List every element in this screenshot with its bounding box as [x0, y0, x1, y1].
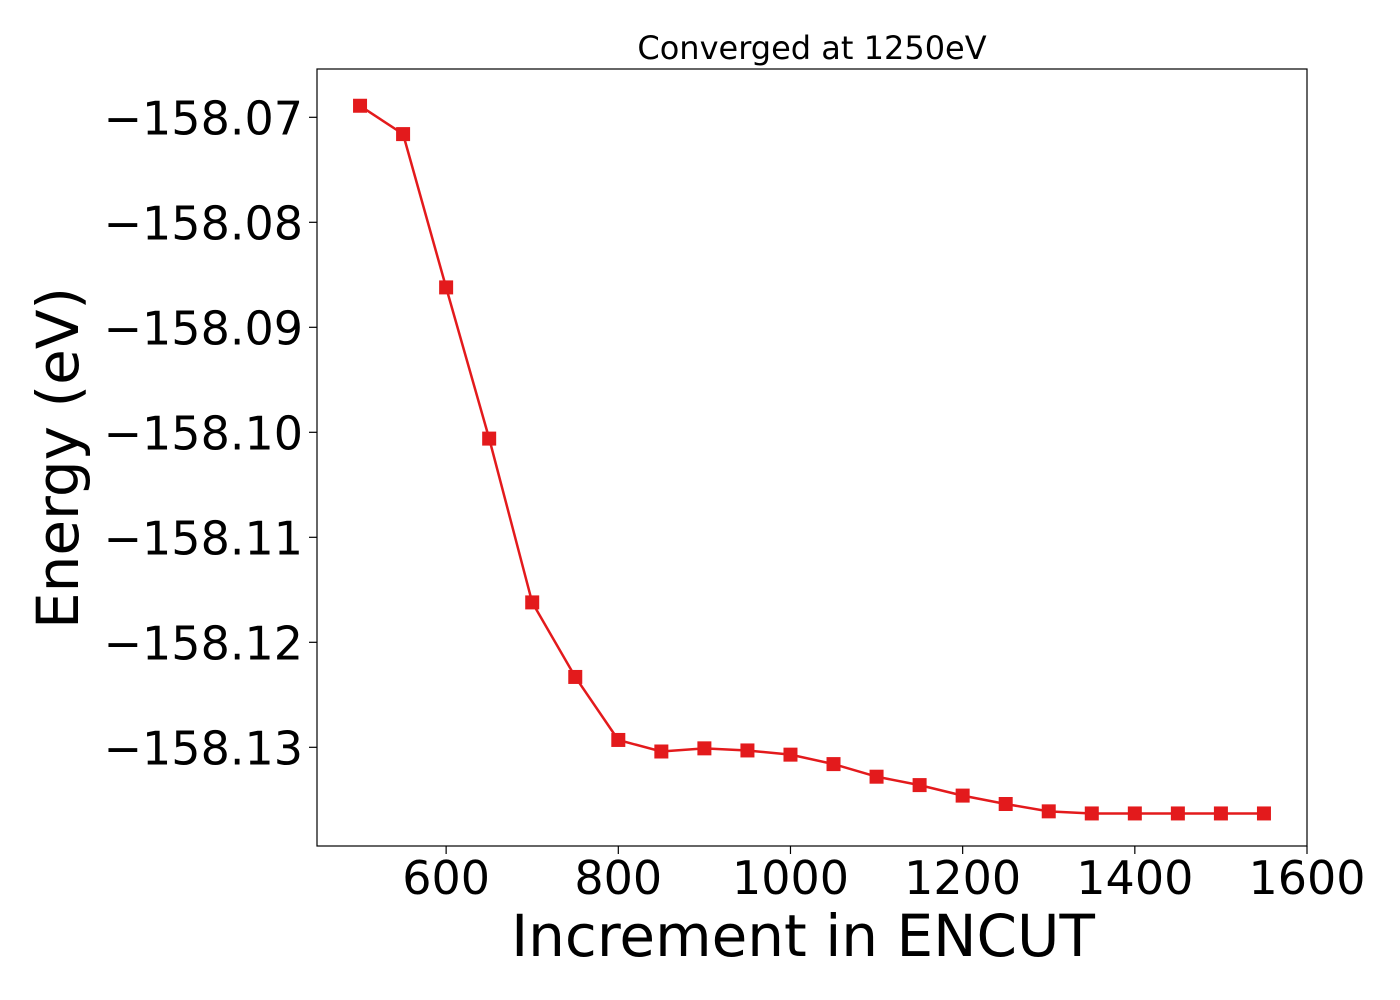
- y-tick-label: −158.07: [104, 91, 304, 145]
- data-point-marker: [783, 747, 798, 762]
- series-layer: [353, 98, 1271, 821]
- y-tick-label: −158.13: [104, 721, 304, 775]
- y-axis-label: Energy (eV): [24, 287, 92, 629]
- data-point-marker: [1213, 806, 1228, 821]
- data-point-marker: [525, 595, 540, 610]
- x-tick-label: 1200: [904, 851, 1021, 905]
- x-axis-label: Increment in ENCUT: [511, 902, 1095, 970]
- data-point-marker: [482, 431, 497, 446]
- x-tick-label: 800: [574, 851, 662, 905]
- data-point-marker: [654, 744, 669, 759]
- data-point-marker: [912, 778, 927, 793]
- data-point-marker: [697, 741, 712, 756]
- data-point-marker: [826, 757, 841, 772]
- y-tick-label: −158.12: [104, 616, 304, 670]
- data-point-marker: [568, 669, 583, 684]
- series-line: [359, 104, 1264, 815]
- data-point-marker: [1041, 804, 1056, 819]
- data-point-marker: [955, 788, 970, 803]
- y-tick-label: −158.08: [104, 196, 304, 250]
- data-point-marker: [439, 280, 454, 295]
- y-tick-label: −158.09: [104, 301, 304, 355]
- data-point-marker: [1084, 806, 1099, 821]
- data-point-marker: [1127, 806, 1142, 821]
- y-tick-label: −158.10: [104, 406, 304, 460]
- data-point-marker: [1256, 806, 1271, 821]
- data-point-marker: [1170, 806, 1185, 821]
- x-tick-label: 1000: [732, 851, 849, 905]
- x-axis: 600 800 1000 1200 1400 1600: [402, 846, 1366, 905]
- data-point-marker: [611, 732, 626, 747]
- data-point-marker: [740, 743, 755, 758]
- y-tick-label: −158.11: [104, 511, 304, 565]
- plot-area: [316, 68, 1308, 847]
- data-point-marker: [353, 98, 368, 113]
- x-tick-label: 1400: [1076, 851, 1193, 905]
- y-axis: −158.07 −158.08 −158.09 −158.10 −158.11 −158.…: [104, 91, 317, 775]
- data-point-marker: [998, 797, 1013, 811]
- data-point-marker: [396, 127, 411, 142]
- x-tick-label: 1600: [1248, 851, 1365, 905]
- x-tick-label: 600: [402, 851, 490, 905]
- data-point-marker: [869, 769, 884, 784]
- chart-title: Converged at 1250eV: [637, 29, 986, 67]
